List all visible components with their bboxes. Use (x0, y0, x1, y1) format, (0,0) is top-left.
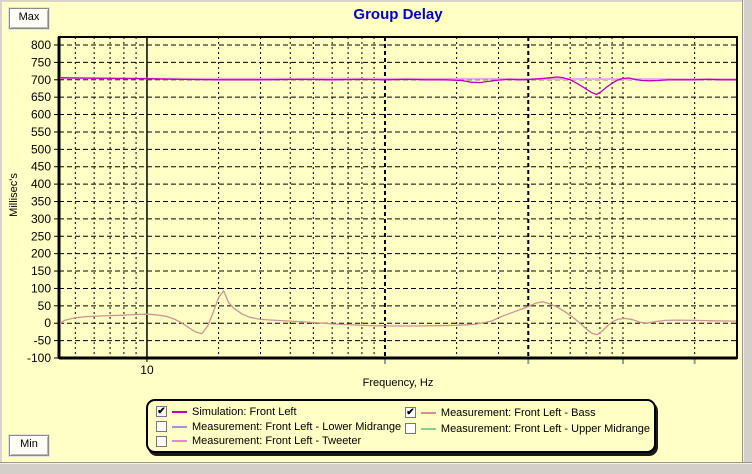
legend-box: ✔ Simulation: Front Left Measurement: Fron… (146, 399, 656, 453)
legend-color-swatch (172, 410, 187, 413)
y-tick-label: 600 (31, 108, 51, 122)
legend-checkbox-unchecked[interactable] (156, 421, 167, 432)
y-tick-label: 300 (31, 212, 51, 226)
legend-label: Measurement: Front Left - Tweeter (192, 435, 362, 448)
y-axis-label: Millisec's (8, 173, 20, 217)
y-tick-label: 450 (31, 160, 51, 174)
legend-color-swatch (172, 425, 187, 428)
window-border-left (0, 0, 2, 474)
y-tick-label: 100 (31, 281, 51, 295)
max-button[interactable]: Max (9, 8, 49, 29)
plot-border (58, 36, 738, 359)
legend-item: Measurement: Front Left - Tweeter (156, 434, 405, 448)
y-tick-label: 50 (38, 299, 52, 313)
chart-title: Group Delay (353, 6, 443, 23)
y-tick-label: 0 (44, 316, 51, 330)
y-tick-label: 650 (31, 90, 51, 104)
legend-item: ✔ Simulation: Front Left (156, 405, 405, 419)
legend-column-1: ✔ Simulation: Front Left Measurement: Fron… (156, 405, 405, 448)
y-tick-label: -100 (27, 351, 51, 365)
window-border-bottom (0, 462, 752, 474)
y-tick-label: 500 (31, 142, 51, 156)
legend-checkbox-checked[interactable]: ✔ (404, 407, 416, 418)
legend-item: Measurement: Front Left - Upper Midrange (404, 421, 650, 436)
y-tick-label: 750 (31, 55, 51, 69)
y-tick-label: 400 (31, 177, 51, 191)
series-line (60, 290, 736, 336)
y-tick-label: 550 (31, 125, 51, 139)
legend-color-swatch (420, 427, 436, 430)
legend-color-swatch (172, 440, 187, 443)
legend-column-2: ✔ Measurement: Front Left - Bass Measureme… (404, 405, 650, 448)
window-border-top (0, 0, 752, 2)
y-tick-label: 800 (31, 38, 51, 52)
legend-label: Measurement: Front Left - Upper Midrange (440, 422, 650, 435)
min-button[interactable]: Min (9, 435, 49, 456)
y-tick-label: -50 (34, 334, 52, 348)
series-line (60, 76, 736, 96)
legend-checkbox-checked[interactable]: ✔ (156, 406, 167, 418)
window-border-right (742, 0, 752, 474)
y-tick-label: 700 (31, 73, 51, 87)
legend-item: Measurement: Front Left - Lower Midrange (156, 420, 405, 434)
legend-item: ✔ Measurement: Front Left - Bass (404, 405, 650, 420)
legend-label: Measurement: Front Left - Lower Midrange (192, 420, 402, 433)
legend-checkbox-unchecked[interactable] (404, 423, 416, 434)
y-tick-label: 250 (31, 229, 51, 243)
x-axis-label: Frequency, Hz (362, 377, 434, 389)
x-tick-label: 10 (140, 363, 154, 377)
y-tick-label: 150 (31, 264, 51, 278)
y-tick-label: 200 (31, 247, 51, 261)
legend-checkbox-unchecked[interactable] (156, 435, 167, 447)
y-tick-label: 350 (31, 195, 51, 209)
legend-label: Simulation: Front Left (192, 405, 297, 418)
legend-color-swatch (420, 411, 436, 414)
legend-label: Measurement: Front Left - Bass (440, 406, 596, 419)
